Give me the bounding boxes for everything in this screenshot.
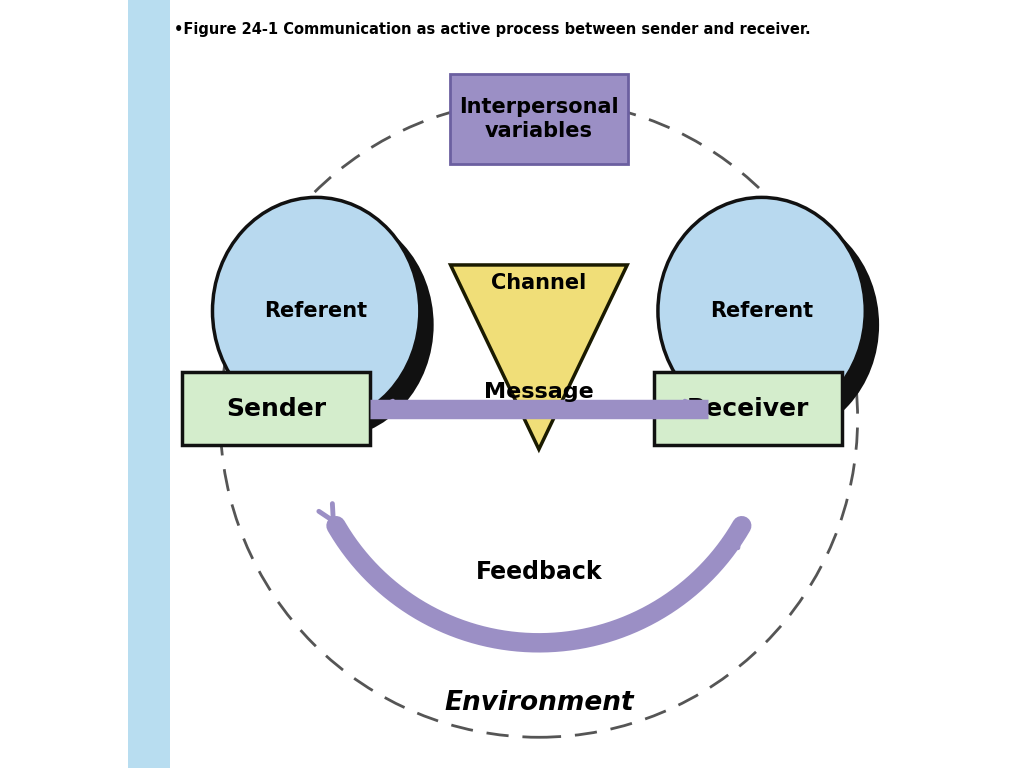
Ellipse shape bbox=[672, 211, 879, 439]
Text: Channel: Channel bbox=[492, 273, 587, 293]
Polygon shape bbox=[451, 265, 627, 449]
Bar bbox=[128, 0, 170, 768]
Text: Feedback: Feedback bbox=[475, 560, 602, 584]
Text: Sender: Sender bbox=[225, 397, 326, 421]
Text: Receiver: Receiver bbox=[687, 397, 809, 421]
FancyBboxPatch shape bbox=[182, 372, 370, 445]
FancyBboxPatch shape bbox=[654, 372, 842, 445]
Text: Interpersonal
variables: Interpersonal variables bbox=[459, 98, 618, 141]
Ellipse shape bbox=[212, 197, 420, 425]
FancyBboxPatch shape bbox=[451, 74, 628, 164]
Text: Message: Message bbox=[484, 382, 594, 402]
Text: Referent: Referent bbox=[264, 301, 368, 321]
Text: Referent: Referent bbox=[710, 301, 813, 321]
Ellipse shape bbox=[226, 211, 434, 439]
Text: •Figure 24-1 Communication as active process between sender and receiver.: •Figure 24-1 Communication as active pro… bbox=[174, 22, 811, 37]
Text: Environment: Environment bbox=[444, 690, 634, 716]
Ellipse shape bbox=[657, 197, 865, 425]
